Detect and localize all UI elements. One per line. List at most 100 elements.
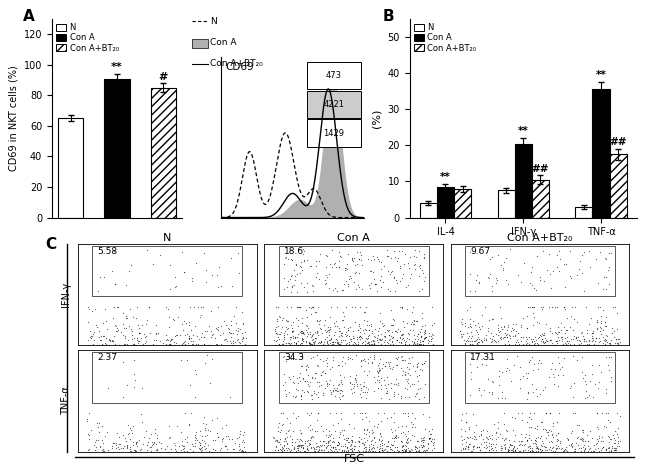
Point — [221, 321, 231, 329]
Point — [560, 306, 570, 313]
Point — [278, 338, 289, 345]
Point — [126, 262, 136, 269]
Point — [200, 439, 210, 447]
Point — [530, 333, 541, 341]
Point — [536, 447, 546, 455]
Point — [274, 331, 285, 338]
Point — [393, 325, 403, 333]
Point — [292, 442, 303, 450]
Point — [293, 303, 304, 310]
Point — [372, 369, 383, 377]
Point — [95, 442, 105, 450]
Point — [364, 326, 374, 333]
Point — [473, 385, 484, 392]
Point — [476, 391, 486, 399]
Point — [535, 273, 545, 280]
Point — [212, 341, 222, 349]
Point — [584, 427, 595, 435]
Point — [526, 335, 537, 343]
Point — [367, 444, 377, 452]
Point — [200, 426, 211, 433]
Point — [564, 337, 574, 345]
Point — [426, 437, 437, 445]
Point — [417, 438, 428, 446]
Point — [471, 443, 482, 451]
Point — [347, 447, 358, 454]
Point — [388, 333, 398, 341]
Point — [519, 260, 529, 267]
Point — [354, 322, 364, 330]
Point — [335, 430, 345, 438]
Point — [346, 441, 356, 449]
Point — [395, 327, 405, 334]
Point — [344, 332, 355, 340]
Point — [202, 441, 213, 449]
Point — [479, 334, 489, 342]
Point — [308, 287, 318, 295]
Point — [329, 384, 339, 392]
Point — [516, 430, 526, 438]
Point — [519, 440, 530, 448]
Point — [595, 324, 606, 332]
Point — [355, 303, 365, 310]
Point — [361, 447, 372, 455]
Point — [393, 390, 404, 398]
Point — [460, 428, 471, 435]
Point — [357, 285, 367, 293]
Point — [323, 428, 333, 435]
Point — [272, 315, 282, 323]
Point — [335, 390, 345, 397]
Point — [503, 323, 514, 331]
Point — [463, 444, 473, 451]
Point — [273, 447, 283, 454]
Point — [558, 371, 568, 379]
Point — [427, 425, 437, 433]
Point — [328, 338, 339, 346]
Point — [417, 285, 427, 292]
Point — [368, 269, 378, 276]
Point — [307, 392, 317, 399]
Point — [592, 435, 602, 443]
Text: B: B — [382, 9, 394, 24]
Point — [412, 362, 423, 370]
Point — [401, 446, 411, 454]
Point — [171, 340, 181, 347]
Point — [465, 368, 476, 376]
Point — [120, 334, 131, 342]
Text: A: A — [23, 9, 35, 24]
Point — [544, 443, 554, 451]
Point — [337, 392, 347, 400]
Point — [209, 334, 220, 342]
Point — [414, 341, 424, 348]
Point — [351, 377, 361, 384]
Point — [540, 338, 551, 346]
Point — [412, 335, 423, 342]
Point — [469, 435, 480, 442]
Point — [166, 445, 176, 453]
Point — [337, 362, 347, 369]
Point — [363, 447, 374, 454]
Point — [397, 352, 408, 359]
Point — [405, 447, 415, 455]
Point — [522, 395, 532, 403]
Point — [280, 386, 291, 394]
Point — [413, 372, 424, 379]
Point — [276, 447, 287, 454]
Point — [339, 312, 349, 320]
Point — [212, 272, 222, 279]
Point — [162, 336, 173, 344]
Point — [296, 266, 307, 273]
Point — [284, 339, 294, 347]
Point — [399, 340, 410, 348]
Point — [279, 446, 289, 454]
Point — [306, 433, 316, 441]
Point — [274, 314, 285, 321]
Point — [226, 339, 236, 347]
Point — [350, 341, 361, 348]
Point — [339, 447, 349, 455]
Point — [521, 337, 531, 344]
Point — [304, 382, 315, 390]
Point — [198, 413, 209, 421]
Point — [400, 447, 411, 455]
Point — [220, 432, 231, 439]
